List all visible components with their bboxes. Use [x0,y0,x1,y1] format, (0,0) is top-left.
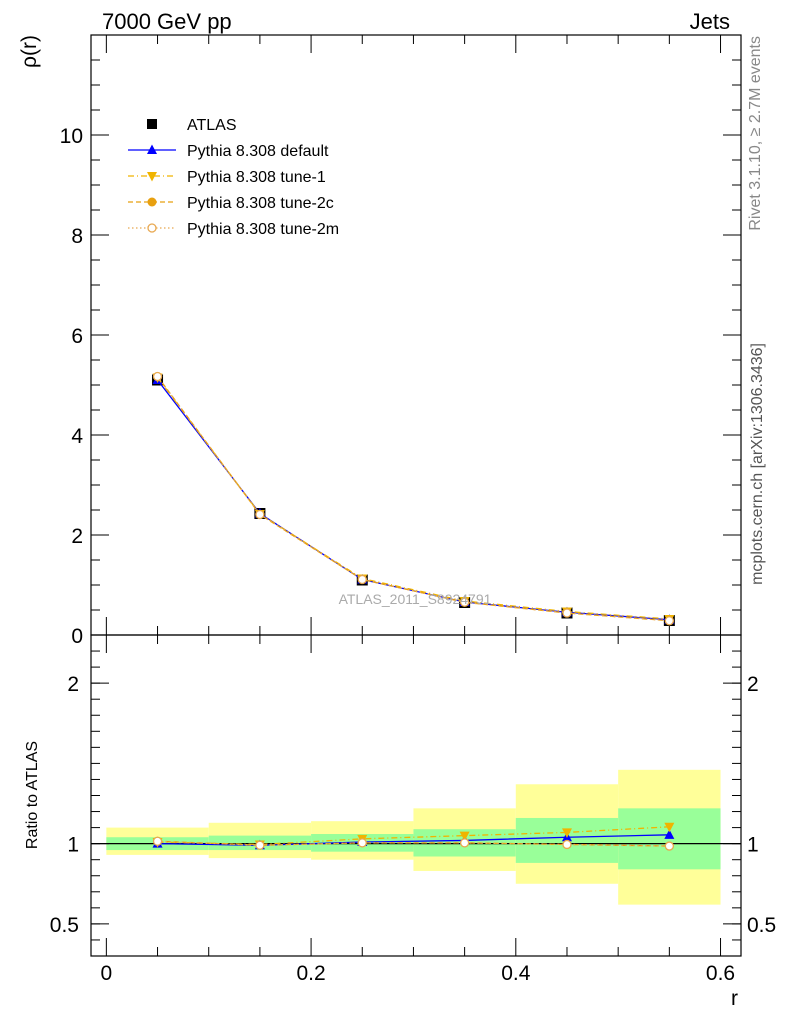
ratio-y-tick-label: 2 [67,673,79,696]
legend-item-pythia-8-308-tune-2m: Pythia 8.308 tune-2m [128,221,339,238]
series-pythia-8-308-tune-2c [153,372,674,626]
x-tick-label: 0.4 [501,962,531,985]
legend-item-pythia-8-308-tune-1: Pythia 8.308 tune-1 [128,169,326,186]
ratio-y-tick-label-right: 0.5 [747,914,776,937]
legend-marker [147,119,157,129]
legend-marker [147,197,157,207]
ratio-point-pythia-8-308-tune-1 [664,822,675,833]
header-right: Jets [690,9,730,34]
mcplots-label: mcplots.cern.ch [arXiv:1306.3436] [749,343,766,585]
main-y-axis-label: ρ(r) [18,35,41,68]
rivet-label: Rivet 3.1.10, ≥ 2.7M events [747,36,764,231]
legend-item-pythia-8-308-default: Pythia 8.308 default [128,143,329,160]
legend-marker [147,172,157,182]
ratio-line-pythia-8-308-tune-1 [157,826,670,846]
series-atlas [152,374,675,626]
ratio-point-pythia-8-308-tune-1 [459,831,470,842]
main-panel: 0 2 4 6 8 10 ρ(r) ATLAS_2011_S8924791 ATLAS Py… [18,34,742,648]
x-tick-label: 0.6 [706,962,735,985]
series-pythia-8-308-tune-2m [152,371,674,626]
ratio-point-pythia-8-308-tune-1 [561,828,572,838]
ratio-y-tick-label-right: 2 [747,673,759,696]
y-tick-label: 2 [71,525,83,548]
y-tick-label: 6 [71,325,83,348]
data-point-pythia-8-308-tune-2m [459,597,470,607]
data-point-pythia-8-308-tune-2m [357,574,367,585]
legend-label: Pythia 8.308 tune-2c [187,195,334,212]
legend-label: Pythia 8.308 tune-1 [187,169,326,186]
ratio-y-axis-label: Ratio to ATLAS [24,741,41,849]
ratio-point-pythia-8-308-default [664,829,675,839]
legend-marker [147,144,157,154]
series-line-pythia-8-308-tune-1 [157,377,670,620]
legend-label: Pythia 8.308 tune-2m [187,221,339,238]
ratio-panel: 0.5 0.5 1 1 2 2 0 0.2 0.4 0.6 Ratio to ATLAS r [24,634,776,1010]
series-pythia-8-308-tune-1 [152,373,675,625]
series-line-pythia-8-308-default [157,379,670,621]
ratio-point-pythia-8-308-tune-2m [357,838,367,848]
series-line-pythia-8-308-tune-2c [157,376,670,622]
legend-label: ATLAS [187,117,237,134]
legend: ATLAS Pythia 8.308 default Pythia 8.308 tu… [128,117,339,238]
ratio-point-pythia-8-308-tune-2m [255,840,265,850]
legend-marker [147,223,157,233]
series-pythia-8-308-default [152,374,675,624]
x-tick-label: 0.2 [296,962,325,985]
uncertainty-band-inner [618,808,721,870]
legend-item-atlas: ATLAS [147,117,237,134]
header-left: 7000 GeV pp [102,9,232,34]
ratio-line-pythia-8-308-tune-2m [157,840,670,847]
ratio-point-pythia-8-308-tune-2m [664,841,674,851]
ratio-point-pythia-8-308-tune-2m [459,838,470,848]
ratio-point-pythia-8-308-tune-2m [152,836,163,846]
legend-item-pythia-8-308-tune-2c: Pythia 8.308 tune-2c [128,195,334,212]
ratio-point-pythia-8-308-tune-2m [562,839,572,850]
x-tick-label: 0 [101,962,113,985]
x-axis-label: r [731,987,738,1010]
ratio-y-tick-label-right: 1 [747,834,759,857]
legend-label: Pythia 8.308 default [187,143,329,160]
data-point-pythia-8-308-tune-2m [562,608,572,618]
series-line-pythia-8-308-tune-2m [157,376,670,622]
y-tick-label: 0 [71,625,83,648]
ratio-y-tick-label: 1 [67,834,79,857]
ratio-y-tick-label: 0.5 [50,914,79,937]
ratio-series-pythia-8-308-tune-2m [152,836,674,851]
y-tick-label: 4 [71,425,83,448]
data-point-pythia-8-308-tune-2m [152,371,163,382]
data-point-pythia-8-308-tune-2m [255,509,265,520]
y-tick-label: 10 [60,125,83,148]
y-tick-label: 8 [71,225,83,248]
data-point-pythia-8-308-tune-2m [664,616,674,626]
analysis-watermark: ATLAS_2011_S8924791 [339,591,492,607]
